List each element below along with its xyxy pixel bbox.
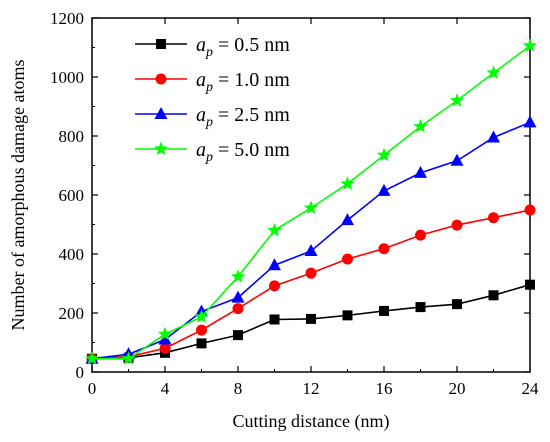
x-tick-label: 20 bbox=[449, 379, 466, 398]
data-point bbox=[232, 303, 244, 315]
data-point bbox=[121, 351, 136, 365]
legend-symbol: a bbox=[196, 139, 206, 161]
data-point bbox=[488, 212, 499, 224]
data-point bbox=[304, 244, 318, 257]
data-point bbox=[84, 351, 100, 365]
data-point bbox=[452, 299, 462, 310]
data-point bbox=[415, 229, 426, 241]
data-point bbox=[342, 253, 353, 265]
series-line bbox=[91, 209, 531, 360]
data-point bbox=[305, 267, 317, 279]
y-tick-label: 200 bbox=[59, 304, 85, 323]
legend-value: = 5.0 nm bbox=[213, 139, 290, 161]
data-point bbox=[451, 219, 463, 231]
legend-label: ap = 0.5 nm bbox=[196, 34, 290, 60]
data-point bbox=[525, 279, 535, 290]
legend-subscript: p bbox=[205, 80, 213, 95]
data-point bbox=[523, 115, 537, 128]
legend-symbol: a bbox=[196, 69, 206, 91]
data-point bbox=[487, 130, 500, 143]
legend-subscript: p bbox=[205, 115, 213, 130]
data-point bbox=[342, 310, 353, 321]
y-tick-label: 0 bbox=[76, 363, 85, 382]
y-tick-label: 1000 bbox=[50, 68, 84, 87]
data-point bbox=[268, 258, 281, 271]
series-4 bbox=[84, 38, 538, 365]
data-point bbox=[196, 324, 207, 336]
data-point bbox=[449, 93, 465, 107]
legend-value: = 2.5 nm bbox=[213, 104, 290, 126]
legend-value: = 1.0 nm bbox=[213, 69, 290, 91]
data-point bbox=[231, 290, 245, 303]
data-point bbox=[341, 213, 354, 226]
data-point bbox=[377, 183, 391, 196]
series-layer bbox=[84, 38, 538, 365]
legend-label: ap = 2.5 nm bbox=[196, 104, 290, 130]
y-tick-label: 400 bbox=[59, 245, 85, 264]
y-tick-label: 800 bbox=[59, 127, 85, 146]
legend-label: ap = 1.0 nm bbox=[196, 69, 290, 95]
legend-subscript: p bbox=[205, 45, 213, 60]
data-point bbox=[158, 332, 172, 345]
data-point bbox=[267, 222, 282, 237]
data-point bbox=[196, 338, 207, 349]
x-axis-label: Cutting distance (nm) bbox=[233, 411, 390, 432]
x-tick-label: 0 bbox=[88, 379, 97, 398]
series-3 bbox=[85, 115, 537, 364]
data-point bbox=[378, 243, 390, 255]
data-point bbox=[379, 305, 389, 316]
legend-label: ap = 5.0 nm bbox=[196, 139, 290, 165]
data-point bbox=[269, 280, 280, 292]
y-axis: 0 200 400 600 800 1000 1200 bbox=[50, 9, 530, 382]
legend-marker bbox=[153, 141, 169, 156]
data-point bbox=[340, 176, 355, 190]
y-tick-label: 600 bbox=[59, 186, 85, 205]
data-point bbox=[376, 147, 392, 162]
x-tick-label: 4 bbox=[161, 379, 170, 398]
x-tick-label: 24 bbox=[522, 379, 540, 398]
x-tick-label: 12 bbox=[303, 379, 320, 398]
data-point bbox=[414, 165, 427, 178]
series-2 bbox=[86, 204, 536, 365]
data-point bbox=[269, 314, 280, 325]
data-point bbox=[159, 342, 171, 354]
legend-marker bbox=[154, 107, 168, 119]
legend-subscript: p bbox=[205, 150, 213, 165]
legend-value: = 0.5 nm bbox=[213, 34, 290, 56]
legend-symbol: a bbox=[196, 104, 206, 126]
data-point bbox=[415, 302, 426, 313]
data-point bbox=[303, 200, 319, 215]
data-point bbox=[524, 204, 536, 216]
legend-marker bbox=[156, 39, 166, 49]
data-point bbox=[450, 153, 464, 166]
data-point bbox=[488, 290, 499, 301]
y-tick-label: 1200 bbox=[50, 9, 84, 28]
data-point bbox=[157, 326, 173, 341]
legend-marker bbox=[155, 73, 167, 85]
data-point bbox=[233, 330, 243, 341]
data-point bbox=[486, 65, 501, 79]
data-point bbox=[194, 309, 209, 323]
data-point bbox=[413, 119, 428, 133]
x-tick-label: 8 bbox=[234, 379, 243, 398]
x-tick-label: 16 bbox=[376, 379, 393, 398]
data-point bbox=[306, 313, 316, 324]
y-axis-label: Number of amorphous damage atoms bbox=[8, 60, 28, 331]
data-point bbox=[522, 38, 538, 52]
legend-symbol: a bbox=[196, 34, 206, 56]
x-axis: 0 4 8 12 16 20 24 bbox=[88, 18, 539, 398]
data-point bbox=[230, 269, 246, 283]
